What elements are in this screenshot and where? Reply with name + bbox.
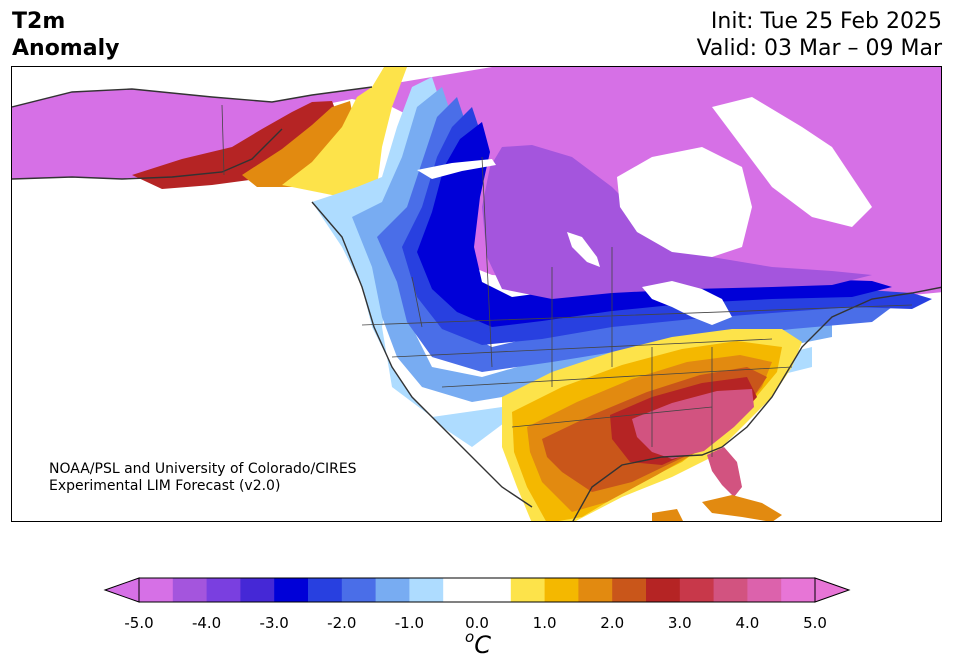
- pink-southeast: [632, 389, 754, 459]
- colorbar-left-arrow: [103, 577, 140, 603]
- colorbar-tick-label: -4.0: [191, 614, 222, 632]
- baffin-sea: [712, 97, 872, 227]
- anomaly-map: [12, 67, 941, 521]
- colorbar-swatch: [274, 578, 309, 602]
- colorbar-swatch: [781, 578, 816, 602]
- coastlines: [12, 86, 941, 521]
- colorbar-swatch: [206, 578, 241, 602]
- colorbar-tick-label: -5.0: [124, 614, 154, 632]
- colorbar-tick-label: 3.0: [667, 614, 692, 632]
- yucatan-bit: [652, 509, 683, 521]
- colorbar-swatches: [139, 578, 816, 602]
- colorbar-swatch: [139, 578, 174, 602]
- colorbar-tick-label: -3.0: [259, 614, 289, 632]
- colorbar-swatch: [713, 578, 748, 602]
- colorbar-outline: [138, 577, 816, 603]
- colorbar-tick-label: 4.0: [735, 614, 760, 632]
- colorbar-swatch: [477, 578, 512, 602]
- colorbar-swatch: [443, 578, 478, 602]
- map-panel: [11, 66, 942, 522]
- credit-text: NOAA/PSL and University of Colorado/CIRE…: [49, 461, 357, 495]
- great-slave-lake: [417, 159, 496, 179]
- title-line-1: T2m: [12, 9, 66, 34]
- colorbar-right-arrow: [814, 577, 851, 603]
- colorbar-swatch: [375, 578, 410, 602]
- colorbar-swatch: [747, 578, 782, 602]
- colorbar-tick-label: 5.0: [803, 614, 827, 632]
- colorbar-swatch: [240, 578, 275, 602]
- colorbar-tick-label: -2.0: [327, 614, 357, 632]
- borders: [221, 104, 913, 457]
- colorbar-swatch: [172, 578, 208, 602]
- colorbar-swatch: [679, 578, 715, 602]
- colorbar-swatch: [341, 578, 377, 602]
- colorbar-swatch: [646, 578, 681, 602]
- colorbar-tick-label: 1.0: [532, 614, 557, 632]
- cuba-island: [702, 495, 782, 521]
- colorbar-swatch: [308, 578, 343, 602]
- colorbar-tick-label: -1.0: [394, 614, 425, 632]
- alaska-yellow-band: [282, 67, 407, 197]
- credit-line-2: Experimental LIM Forecast (v2.0): [49, 478, 281, 494]
- violet-inner: [482, 145, 872, 299]
- colorbar: [103, 577, 851, 603]
- init-date: Init: Tue 25 Feb 2025: [710, 9, 942, 34]
- lake-winnipeg: [567, 232, 600, 267]
- florida-peninsula: [707, 447, 742, 497]
- great-lakes: [642, 281, 732, 325]
- unit-degree-sup: o: [465, 628, 475, 646]
- colorbar-unit: oC: [465, 628, 491, 659]
- colorbar-swatch: [409, 578, 444, 602]
- map-title: T2m Anomaly: [12, 8, 119, 62]
- title-line-2: Anomaly: [12, 36, 120, 61]
- colorbar-swatch: [578, 578, 613, 602]
- credit-line-1: NOAA/PSL and University of Colorado/CIRE…: [49, 461, 357, 477]
- colorbar-tick-label: 0.0: [465, 614, 489, 632]
- valid-date: Valid: 03 Mar – 09 Mar: [696, 36, 942, 61]
- colorbar-swatch: [612, 578, 647, 602]
- hudson-bay: [617, 147, 752, 257]
- forecast-dates: Init: Tue 25 Feb 2025 Valid: 03 Mar – 09…: [697, 8, 942, 62]
- colorbar-tick-label: 2.0: [600, 614, 625, 632]
- colorbar-swatch: [510, 578, 546, 602]
- colorbar-swatch: [544, 578, 579, 602]
- unit-letter: C: [474, 631, 491, 659]
- mid-blue-west: [377, 97, 892, 372]
